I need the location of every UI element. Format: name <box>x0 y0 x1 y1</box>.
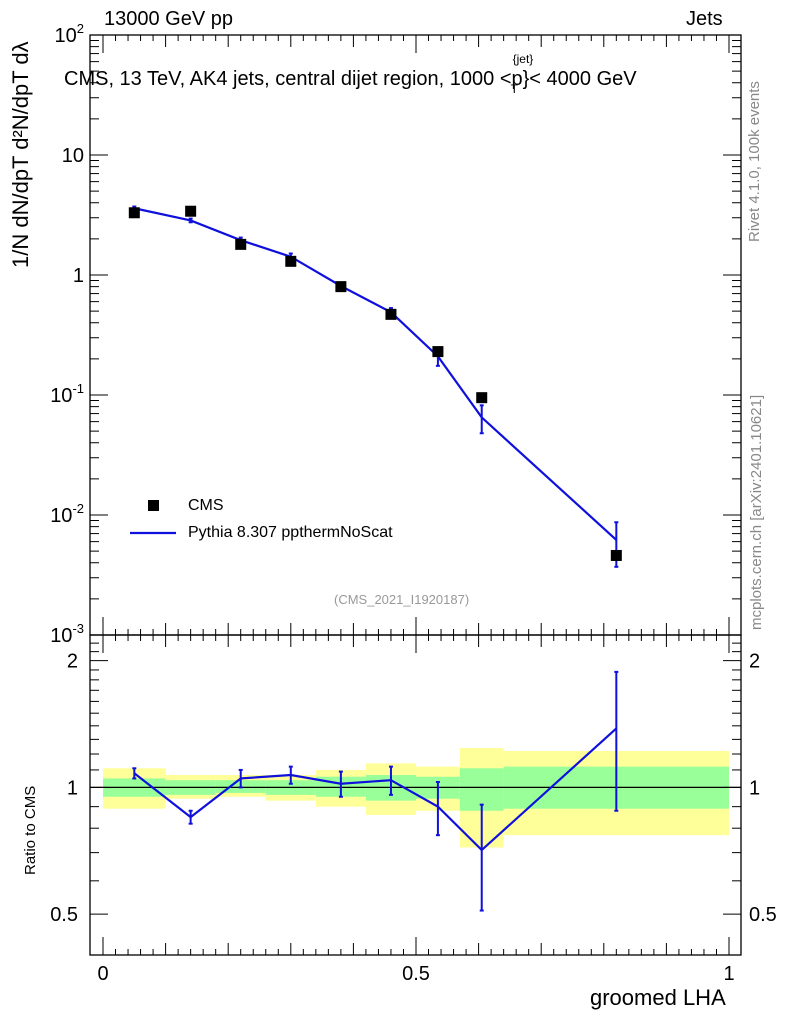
main-y-tick-exp: -2 <box>72 501 84 516</box>
ratio-y-tick-label-right: 1 <box>749 777 760 799</box>
x-axis-label: groomed LHA <box>590 985 726 1010</box>
mc-line <box>134 207 618 541</box>
legend-data-marker <box>148 500 159 511</box>
ratio-y-tick-label: 0.5 <box>50 904 78 926</box>
x-tick-label: 1 <box>723 963 734 985</box>
ratio-y-tick-label-right: 0.5 <box>749 904 777 926</box>
data-point <box>185 205 197 217</box>
data-point <box>610 549 622 561</box>
ratio-y-tick-label: 1 <box>67 777 78 799</box>
legend-mc-label: Pythia 8.307 ppthermNoScat <box>188 524 393 541</box>
ratio-y-tick-label: 2 <box>67 651 78 673</box>
data-point <box>335 281 347 293</box>
main-y-tick-label: 10 <box>62 145 84 167</box>
analysis-watermark: (CMS_2021_I1920187) <box>334 592 470 607</box>
main-y-tick-exp: 2 <box>77 21 84 36</box>
main-y-tick-exp: -1 <box>72 381 84 396</box>
x-tick-label: 0 <box>97 963 108 985</box>
data-point <box>128 207 140 219</box>
main-y-tick-label: 10-1 <box>50 381 84 407</box>
x-tick-label: 0.5 <box>402 963 430 985</box>
ratio-y-tick-label-right: 2 <box>749 651 760 673</box>
energy-label: 13000 GeV pp <box>104 8 233 30</box>
legend-data-label: CMS <box>188 497 224 514</box>
data-point <box>385 308 397 320</box>
main-y-tick-label: 10-3 <box>50 621 84 647</box>
plot-title: CMS, 13 TeV, AK4 jets, central dijet reg… <box>64 52 637 96</box>
data-point <box>432 346 444 358</box>
main-y-tick-exp: -3 <box>72 621 84 636</box>
main-y-tick-label: 1 <box>73 265 84 287</box>
main-y-tick-label: 102 <box>55 21 84 47</box>
plot-title-end: }< 4000 GeV <box>522 68 637 90</box>
data-point <box>235 238 247 250</box>
data-point <box>285 255 297 267</box>
plot-title-main: CMS, 13 TeV, AK4 jets, central dijet reg… <box>64 68 523 90</box>
plot-title-sub: T <box>510 82 518 96</box>
category-label: Jets <box>686 8 723 30</box>
plot-title-sup: {jet} <box>512 52 534 66</box>
data-point <box>476 392 488 404</box>
main-y-tick-label: 10-2 <box>50 501 84 527</box>
